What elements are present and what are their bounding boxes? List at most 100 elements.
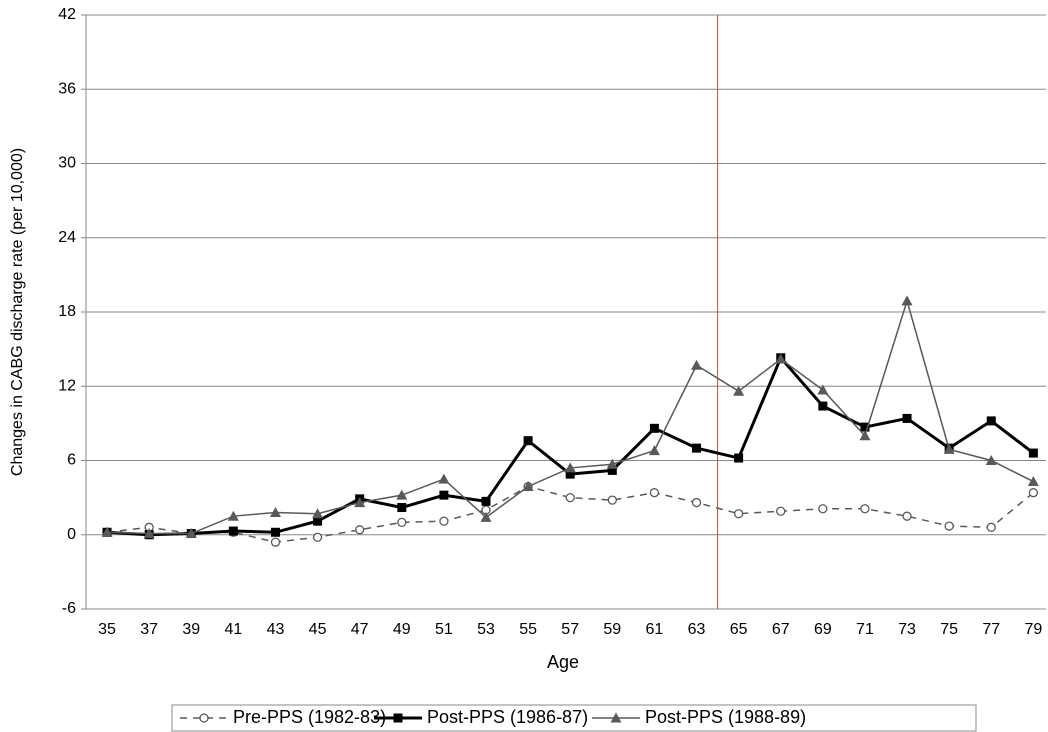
x-tick-label: 51	[435, 621, 453, 638]
x-tick-label: 37	[140, 621, 158, 638]
x-tick-label: 41	[224, 621, 242, 638]
x-tick-label: 59	[603, 621, 621, 638]
legend-box	[171, 704, 977, 732]
y-tick-label: 18	[58, 303, 76, 320]
y-tick-label: 12	[58, 377, 76, 394]
data-point	[312, 508, 324, 519]
data-point	[313, 516, 323, 526]
data-point	[944, 521, 954, 531]
data-point	[480, 511, 492, 522]
x-tick-label: 45	[309, 621, 327, 638]
data-point	[860, 422, 870, 432]
data-point	[522, 480, 534, 491]
data-point	[1028, 448, 1038, 458]
data-point	[902, 511, 912, 521]
data-point	[565, 492, 575, 503]
data-point	[523, 436, 533, 446]
y-tick-label: 0	[67, 526, 76, 543]
data-point	[355, 525, 365, 535]
x-tick-label: 43	[267, 621, 285, 638]
data-point	[1028, 488, 1039, 498]
legend-label: Post-PPS (1986-87)	[427, 707, 588, 727]
data-point	[986, 416, 996, 426]
x-tick-label: 57	[561, 621, 579, 638]
data-point	[734, 453, 744, 463]
data-point	[859, 430, 871, 441]
x-tick-label: 69	[814, 621, 832, 638]
x-tick-label: 65	[730, 621, 748, 638]
data-point	[818, 504, 828, 514]
x-tick-label: 49	[393, 621, 411, 638]
data-point	[606, 458, 618, 469]
y-tick-label: -6	[62, 600, 76, 617]
data-point	[438, 473, 450, 484]
data-point	[354, 497, 366, 508]
x-tick-label: 53	[477, 621, 495, 638]
legend-marker	[610, 712, 622, 723]
y-tick-label: 30	[58, 155, 76, 172]
x-tick-label: 47	[351, 621, 369, 638]
data-point	[565, 469, 575, 479]
y-tick-label: 36	[58, 80, 76, 97]
data-point	[607, 495, 617, 505]
data-point	[481, 496, 491, 506]
data-point	[985, 455, 997, 465]
legend-marker	[199, 713, 209, 723]
data-point	[733, 385, 745, 396]
y-tick-label: 6	[67, 452, 76, 469]
data-point	[270, 537, 281, 547]
data-point	[943, 443, 955, 454]
data-point	[691, 497, 702, 508]
data-point	[564, 462, 576, 473]
data-point	[396, 489, 408, 500]
legend-marker	[393, 713, 403, 723]
data-point	[397, 503, 407, 513]
data-point	[607, 465, 617, 475]
data-point	[439, 490, 449, 500]
data-point	[733, 509, 744, 519]
data-point	[818, 401, 828, 411]
x-tick-label: 35	[98, 621, 116, 638]
data-point	[228, 526, 238, 536]
x-tick-label: 73	[898, 621, 916, 638]
data-point	[775, 353, 787, 364]
data-point	[776, 506, 786, 516]
series-line	[106, 354, 1035, 537]
legend-label: Post-PPS (1988-89)	[645, 707, 806, 727]
data-point	[185, 528, 197, 539]
x-tick-label: 77	[982, 621, 1000, 638]
x-tick-label: 63	[688, 621, 706, 638]
data-point	[902, 413, 912, 423]
data-point	[649, 423, 659, 433]
data-point	[648, 445, 660, 456]
data-point	[649, 488, 660, 498]
legend-label: Pre-PPS (1982-83)	[233, 707, 386, 727]
data-point	[397, 517, 407, 528]
data-point	[691, 359, 703, 370]
data-point	[901, 295, 913, 306]
data-point	[101, 526, 113, 537]
data-point	[269, 506, 281, 517]
data-point	[692, 443, 702, 453]
y-tick-label: 42	[58, 6, 76, 23]
x-tick-label: 61	[646, 621, 664, 638]
data-point	[312, 532, 323, 542]
x-tick-label: 67	[772, 621, 790, 638]
data-point	[1027, 476, 1039, 487]
data-point	[270, 527, 280, 537]
y-tick-label: 24	[58, 229, 76, 246]
data-point	[986, 522, 996, 532]
data-point	[227, 510, 239, 521]
data-point	[817, 384, 829, 395]
data-point	[860, 504, 870, 514]
x-tick-label: 75	[940, 621, 958, 638]
x-tick-label: 39	[182, 621, 200, 638]
x-axis-label: Age	[547, 652, 579, 672]
y-axis-label: Changes in CABG discharge rate (per 10,0…	[9, 148, 26, 476]
data-point	[439, 516, 449, 526]
x-tick-label: 71	[856, 621, 874, 638]
x-tick-label: 55	[519, 621, 537, 638]
data-point	[143, 528, 155, 539]
x-tick-label: 79	[1024, 621, 1042, 638]
